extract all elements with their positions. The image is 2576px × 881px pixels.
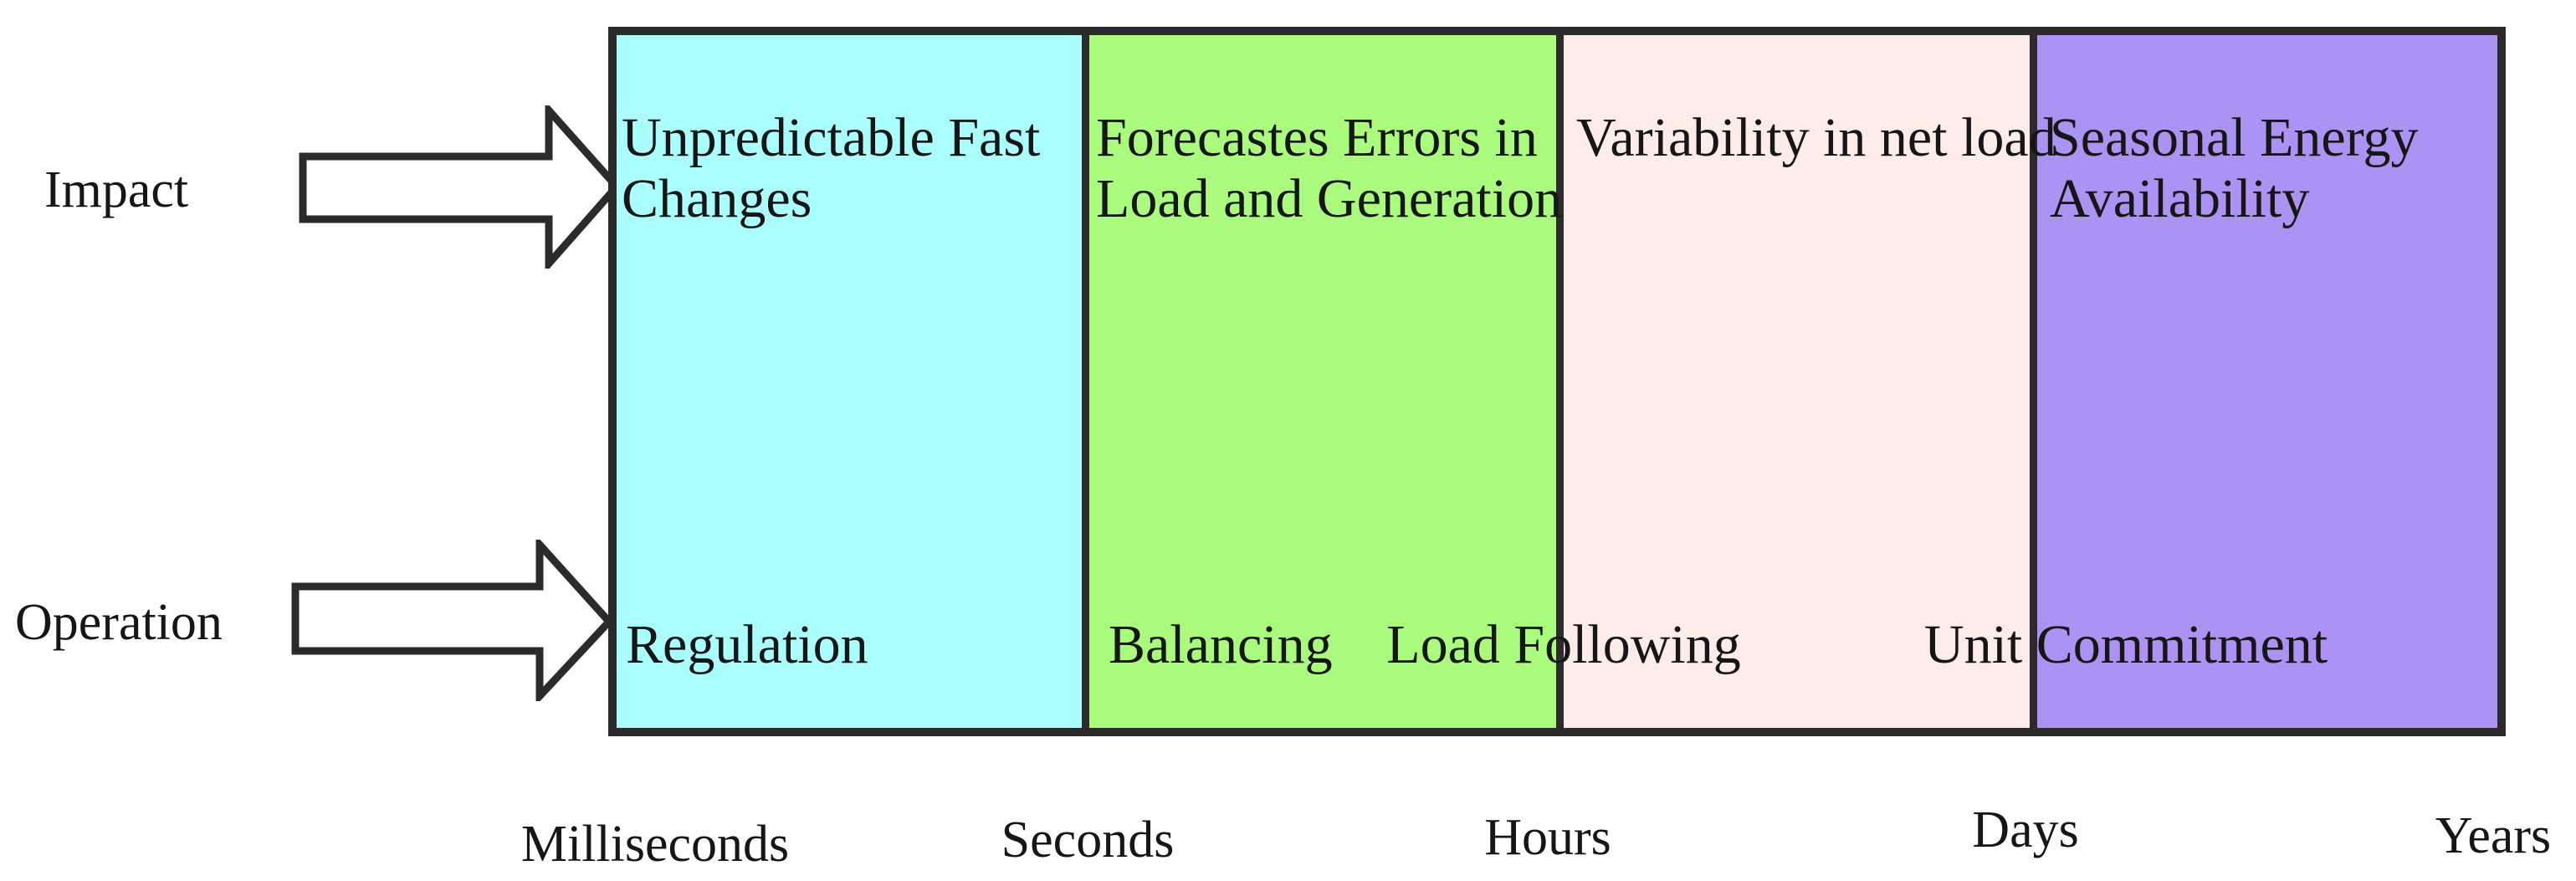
impact-text-balancing: Forecastes Errors in Load and Generation: [1096, 107, 1562, 229]
impact-text-line: Variability in net load: [1576, 107, 2056, 168]
timescale-blocks: [608, 27, 2506, 736]
timeline-label-hours: Hours: [1484, 809, 1611, 866]
impact-text-load-following: Variability in net load: [1576, 107, 2056, 168]
impact-row-label: Impact: [44, 161, 189, 218]
operation-right-arrow-icon: [291, 540, 614, 701]
timeline-label-seconds: Seconds: [1001, 812, 1175, 868]
block-balancing: [1082, 35, 1556, 728]
block-regulation: [617, 35, 1082, 728]
impact-text-line: Load and Generation: [1096, 168, 1563, 229]
operation-row-label: Operation: [15, 594, 223, 651]
block-load-following: [1556, 35, 2030, 728]
impact-text-line: Forecastes Errors in: [1096, 107, 1538, 168]
impact-text-line: Changes: [622, 168, 812, 229]
impact-text-unit-commitment: Seasonal Energy Availability: [2050, 107, 2419, 229]
timeline-label-milliseconds: Milliseconds: [520, 816, 790, 873]
operation-label-load-following: Load Following: [1386, 614, 1741, 675]
timeline-label-years: Years: [2435, 807, 2552, 864]
impact-text-line: Unpredictable Fast: [622, 107, 1041, 168]
operation-label-unit-commitment: Unit Commitment: [1923, 614, 2328, 675]
impact-text-regulation: Unpredictable Fast Changes: [622, 107, 1040, 229]
operation-label-balancing: Balancing: [1109, 614, 1333, 675]
block-unit-commitment: [2030, 35, 2497, 728]
impact-text-line: Availability: [2050, 168, 2310, 229]
impact-text-line: Seasonal Energy: [2050, 107, 2419, 168]
timeline-label-days: Days: [1972, 802, 2079, 858]
operation-label-regulation: Regulation: [626, 614, 868, 675]
impact-right-arrow-icon: [299, 105, 622, 269]
